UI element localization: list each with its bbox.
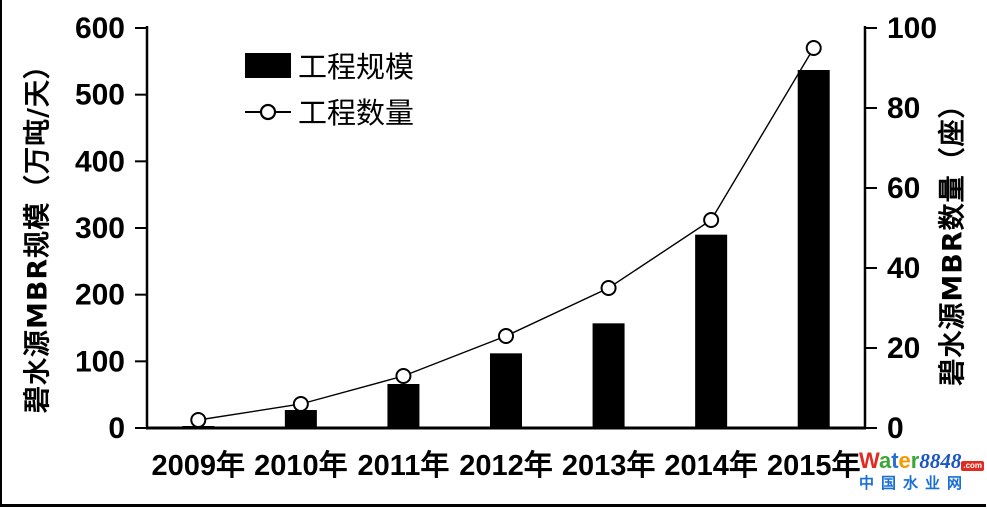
marker-2015年 [805, 40, 822, 56]
x-label-2013年: 2013年 [562, 448, 656, 482]
watermark-subtitle: 中国水业网 [859, 474, 970, 492]
line-marker-icon [245, 103, 291, 120]
watermark-brand-number: 8848 [919, 449, 962, 473]
left-tick-label: 200 [75, 279, 125, 312]
bar-2015年 [797, 70, 830, 428]
watermark-letter: t [891, 448, 899, 473]
bar-2012年 [490, 353, 522, 428]
bar-2013年 [592, 323, 625, 428]
marker-2010年 [292, 396, 309, 412]
right-tick-label: 20 [887, 332, 920, 365]
watermark-logo: Water8848 .com 中国水业网 [859, 448, 985, 492]
x-label-2010年: 2010年 [254, 448, 348, 482]
legend-label-count: 工程数量 [298, 96, 415, 130]
right-tick-label: 60 [887, 172, 920, 205]
marker-2012年 [498, 328, 514, 344]
watermark-brand-domain: .com [961, 461, 985, 471]
left-tick-label: 500 [75, 79, 125, 112]
x-label-2012年: 2012年 [459, 448, 553, 482]
right-tick-label: 80 [887, 92, 920, 125]
x-label-2014年: 2014年 [664, 448, 758, 482]
left-tick-label: 400 [75, 145, 125, 178]
marker-2013年 [600, 280, 617, 296]
x-label-2011年: 2011年 [357, 448, 449, 482]
left-tick-label: 600 [75, 12, 125, 45]
marker-2011年 [395, 368, 412, 384]
bar-2011年 [387, 384, 420, 428]
watermark-letter: r [910, 448, 920, 473]
legend-line-swatch [245, 99, 291, 124]
chart-legend: 工程规模 工程数量 [245, 42, 414, 134]
watermark-brand: Water8848 .com [859, 448, 985, 473]
left-axis-title: 碧水源MBR规模（万吨/天） [22, 50, 54, 414]
x-label-2015年: 2015年 [767, 448, 861, 482]
legend-item-count: 工程数量 [245, 88, 414, 134]
watermark-letter: a [878, 448, 892, 473]
watermark-letter: e [898, 448, 911, 473]
watermark-brand-word: Water [859, 448, 919, 473]
right-axis-title: 碧水源MBR数量（座） [937, 90, 969, 386]
legend-item-scale: 工程规模 [245, 42, 414, 88]
right-tick-label: 0 [887, 412, 904, 445]
marker-2014年 [703, 212, 720, 228]
left-tick-label: 0 [108, 412, 125, 445]
right-tick-label: 40 [887, 252, 920, 285]
marker-2009年 [190, 412, 207, 428]
x-label-2009年: 2009年 [152, 448, 246, 482]
watermark-letter: W [859, 448, 879, 473]
legend-bar-swatch [245, 52, 291, 78]
legend-label-scale: 工程规模 [298, 50, 415, 84]
bar-2014年 [695, 234, 728, 428]
right-tick-label: 100 [887, 12, 937, 45]
bar-2010年 [284, 410, 317, 428]
left-tick-label: 100 [75, 345, 125, 378]
left-tick-label: 300 [75, 212, 125, 245]
